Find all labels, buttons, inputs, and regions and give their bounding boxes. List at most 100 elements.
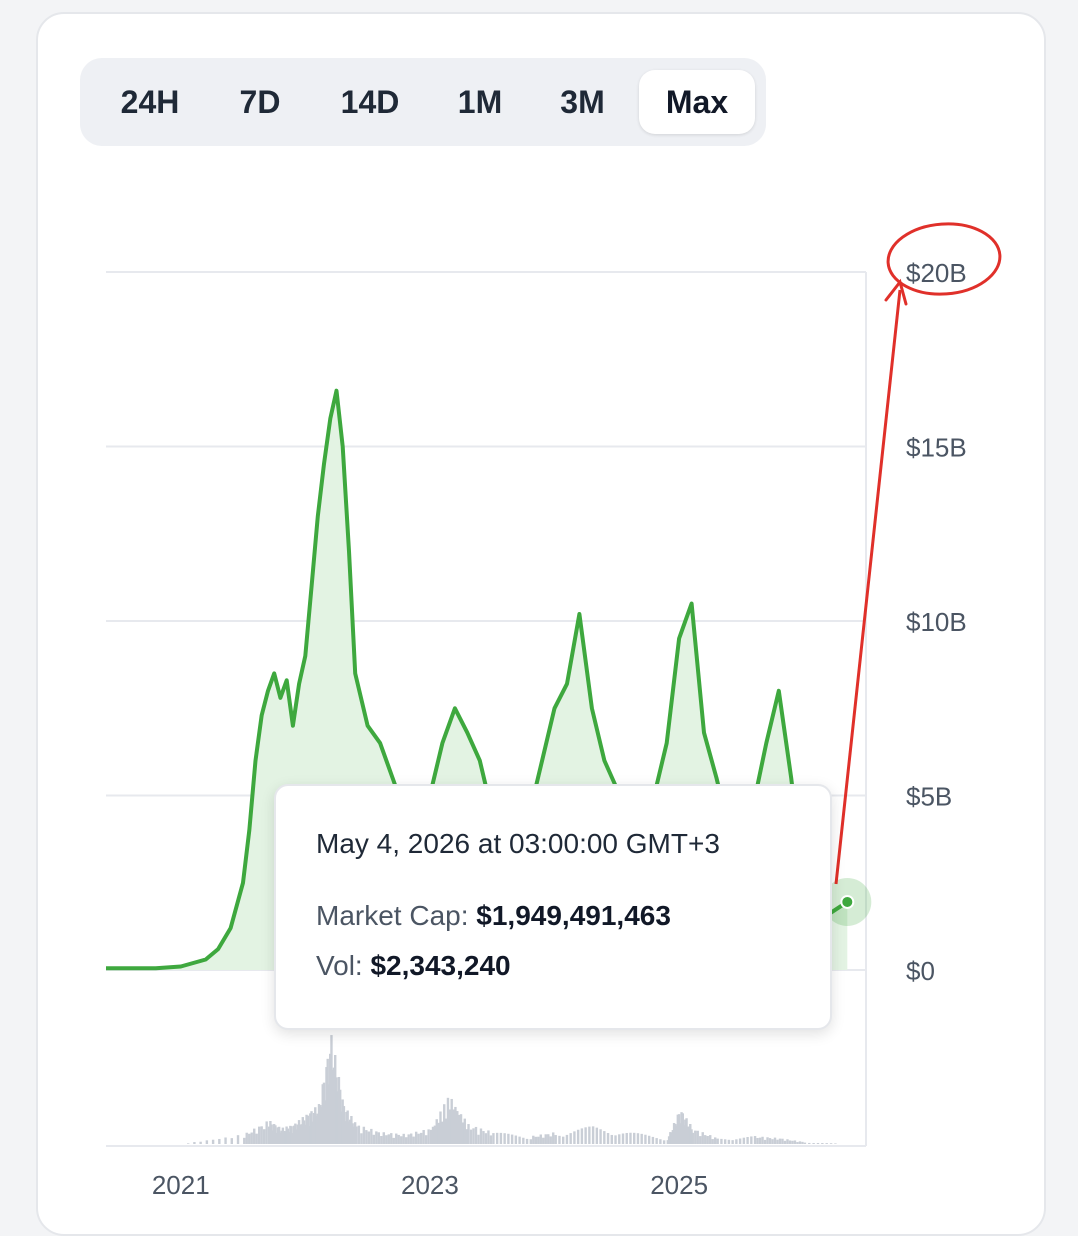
volume-bar bbox=[671, 1130, 675, 1144]
volume-bar bbox=[783, 1140, 787, 1144]
volume-bar bbox=[405, 1137, 408, 1144]
volume-bar bbox=[768, 1138, 772, 1144]
volume-bar bbox=[686, 1126, 689, 1144]
volume-bar bbox=[317, 1104, 321, 1144]
volume-bar bbox=[272, 1124, 276, 1144]
volume-bar bbox=[433, 1125, 437, 1144]
volume-bar bbox=[562, 1136, 565, 1144]
volume-bar bbox=[286, 1128, 290, 1144]
volume-bar bbox=[499, 1132, 503, 1144]
volume-bar bbox=[348, 1119, 352, 1144]
volume-bar bbox=[309, 1113, 312, 1144]
volume-bar bbox=[392, 1137, 395, 1144]
volume-bar bbox=[414, 1131, 418, 1144]
volume-bar bbox=[218, 1138, 221, 1144]
x-tick-label: 2025 bbox=[650, 1170, 708, 1200]
volume-bar bbox=[322, 1082, 326, 1144]
volume-bar bbox=[720, 1138, 723, 1144]
volume-bar bbox=[549, 1136, 552, 1144]
volume-bar bbox=[282, 1130, 286, 1144]
volume-bar bbox=[518, 1136, 521, 1144]
tab-14d[interactable]: 14D bbox=[340, 84, 400, 120]
volume-bar bbox=[706, 1135, 709, 1144]
volume-bar bbox=[803, 1142, 807, 1144]
volume-bar bbox=[699, 1136, 702, 1144]
volume-bar bbox=[397, 1134, 400, 1144]
y-tick-label: $10B bbox=[906, 607, 967, 637]
volume-bar bbox=[296, 1124, 300, 1144]
tab-3m[interactable]: 3M bbox=[560, 84, 605, 120]
volume-bar bbox=[332, 1067, 336, 1144]
volume-bar bbox=[580, 1128, 584, 1144]
volume-bar bbox=[761, 1136, 764, 1144]
volume-bar bbox=[547, 1134, 550, 1144]
volume-bar bbox=[435, 1119, 438, 1144]
volume-bar bbox=[402, 1133, 405, 1144]
x-tick-label: 2021 bbox=[152, 1170, 210, 1200]
volume-bar bbox=[829, 1143, 833, 1144]
volume-bar bbox=[514, 1135, 518, 1144]
volume-bar bbox=[450, 1098, 453, 1144]
volume-bar bbox=[340, 1111, 343, 1144]
volume-bar bbox=[682, 1125, 686, 1144]
volume-bar bbox=[606, 1133, 610, 1144]
volume-bar bbox=[711, 1139, 714, 1144]
volume-bar bbox=[614, 1135, 617, 1144]
volume-bar bbox=[694, 1130, 697, 1144]
volume-bar bbox=[452, 1109, 455, 1144]
volume-bar bbox=[262, 1129, 266, 1144]
volume-bar bbox=[380, 1136, 383, 1144]
volume-bar bbox=[808, 1142, 811, 1144]
tab-7d[interactable]: 7D bbox=[239, 84, 281, 120]
volume-bar bbox=[446, 1097, 450, 1144]
volume-bar bbox=[297, 1120, 301, 1144]
volume-bar bbox=[773, 1137, 777, 1144]
volume-bar bbox=[474, 1126, 478, 1144]
volume-bar bbox=[304, 1124, 307, 1144]
volume-bar bbox=[271, 1130, 275, 1144]
volume-bar bbox=[315, 1115, 318, 1144]
tab-24h[interactable]: 24H bbox=[120, 84, 180, 120]
volume-bar bbox=[280, 1130, 283, 1144]
volume-bar bbox=[788, 1140, 792, 1144]
tooltip-market-cap-value: $1,949,491,463 bbox=[476, 900, 671, 931]
volume-bar bbox=[591, 1126, 595, 1144]
volume-bar bbox=[746, 1137, 749, 1144]
volume-bar bbox=[335, 1077, 338, 1144]
volume-bar bbox=[330, 1035, 333, 1144]
volume-bar bbox=[793, 1140, 797, 1144]
volume-bar bbox=[680, 1112, 683, 1144]
volume-bar bbox=[569, 1133, 572, 1144]
volume-bar bbox=[621, 1133, 625, 1144]
volume-bar bbox=[753, 1136, 757, 1144]
tab-max[interactable]: Max bbox=[639, 70, 755, 134]
volume-bar bbox=[427, 1129, 430, 1144]
volume-bar bbox=[522, 1137, 525, 1144]
volume-bar bbox=[675, 1125, 678, 1144]
volume-bar bbox=[444, 1118, 448, 1144]
volume-bar bbox=[672, 1123, 676, 1144]
volume-bar bbox=[781, 1138, 784, 1144]
volume-bar bbox=[484, 1133, 488, 1144]
volume-bar bbox=[336, 1091, 339, 1144]
volume-bar bbox=[595, 1127, 599, 1144]
volume-bar bbox=[647, 1135, 651, 1144]
volume-bar bbox=[299, 1125, 302, 1144]
volume-bar bbox=[677, 1114, 681, 1144]
volume-bar bbox=[636, 1133, 640, 1144]
volume-bar bbox=[525, 1138, 529, 1144]
volume-bar bbox=[338, 1089, 342, 1144]
volume-bar bbox=[326, 1058, 329, 1144]
volume-bar bbox=[265, 1121, 268, 1144]
chart-tooltip: May 4, 2026 at 03:00:00 GMT+3 Market Cap… bbox=[274, 784, 832, 1030]
volume-bar bbox=[230, 1138, 233, 1144]
tab-1m[interactable]: 1M bbox=[457, 84, 503, 120]
volume-bar bbox=[243, 1137, 246, 1144]
volume-bar bbox=[791, 1140, 794, 1144]
volume-bar bbox=[771, 1139, 774, 1144]
volume-bar bbox=[659, 1139, 662, 1144]
volume-bar bbox=[539, 1134, 542, 1144]
volume-bar bbox=[825, 1143, 828, 1144]
volume-bar bbox=[529, 1139, 533, 1144]
volume-bar bbox=[306, 1115, 309, 1144]
